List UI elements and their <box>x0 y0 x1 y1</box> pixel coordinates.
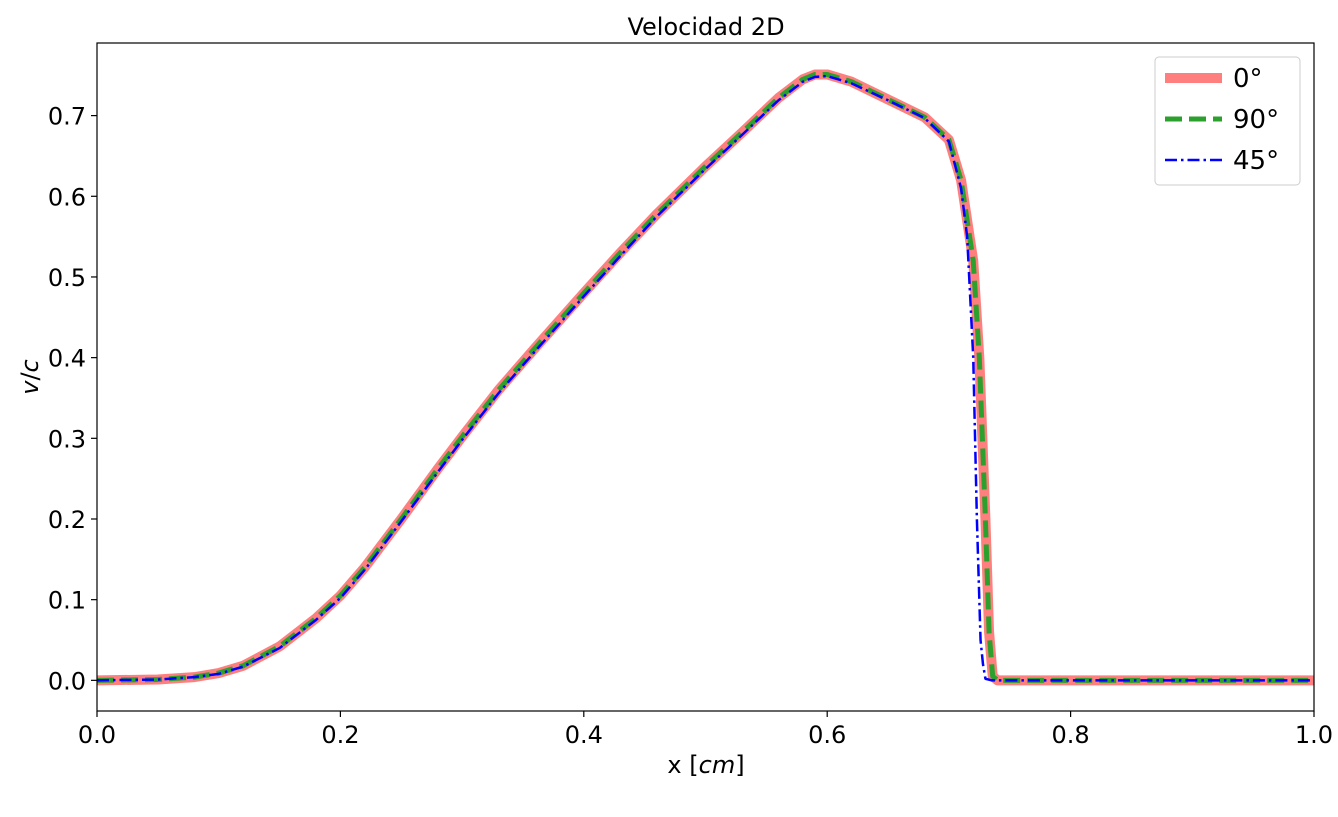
y-tick-label: 0.0 <box>48 667 86 695</box>
legend-frame <box>1154 56 1301 186</box>
x-tick-label: 0.4 <box>565 721 603 749</box>
x-tick-label: 0.8 <box>1052 721 1090 749</box>
legend-label-90deg: 90° <box>1233 105 1279 135</box>
x-tick-label: 0.0 <box>78 721 116 749</box>
y-tick-label: 0.3 <box>48 425 86 453</box>
y-tick-label: 0.4 <box>48 345 86 373</box>
x-axis-label-unit: cm <box>699 751 736 779</box>
legend: 0° 90° 45° <box>1154 56 1301 186</box>
y-tick-label: 0.1 <box>48 587 86 615</box>
y-tick-label: 0.5 <box>48 264 86 292</box>
x-axis-label-main: x [ <box>667 751 698 779</box>
x-axis-label: x [cm] <box>667 751 744 779</box>
x-axis: 0.0 0.2 0.4 0.6 0.8 1.0 <box>78 711 1333 749</box>
y-axis: 0.0 0.1 0.2 0.3 0.4 0.5 0.6 0.7 <box>48 103 97 695</box>
x-tick-label: 0.6 <box>808 721 846 749</box>
y-axis-label-v: v <box>16 380 44 395</box>
y-axis-label-c: c <box>16 359 44 372</box>
y-axis-label: v/c <box>16 359 44 395</box>
x-tick-label: 1.0 <box>1295 721 1333 749</box>
series-layer <box>96 69 1314 686</box>
legend-label-0deg: 0° <box>1233 64 1263 94</box>
series-line-2 <box>96 74 1314 682</box>
plot-frame <box>96 42 1315 712</box>
plot-area <box>96 42 1315 712</box>
legend-label-45deg: 45° <box>1233 146 1279 176</box>
x-tick-label: 0.2 <box>321 721 359 749</box>
chart-title: Velocidad 2D <box>627 13 784 41</box>
x-axis-label-end: ] <box>735 751 744 779</box>
y-tick-label: 0.7 <box>48 103 86 131</box>
y-tick-label: 0.2 <box>48 506 86 534</box>
y-tick-label: 0.6 <box>48 183 86 211</box>
y-axis-label-sep: / <box>16 372 44 381</box>
series-line-1 <box>96 71 1314 683</box>
